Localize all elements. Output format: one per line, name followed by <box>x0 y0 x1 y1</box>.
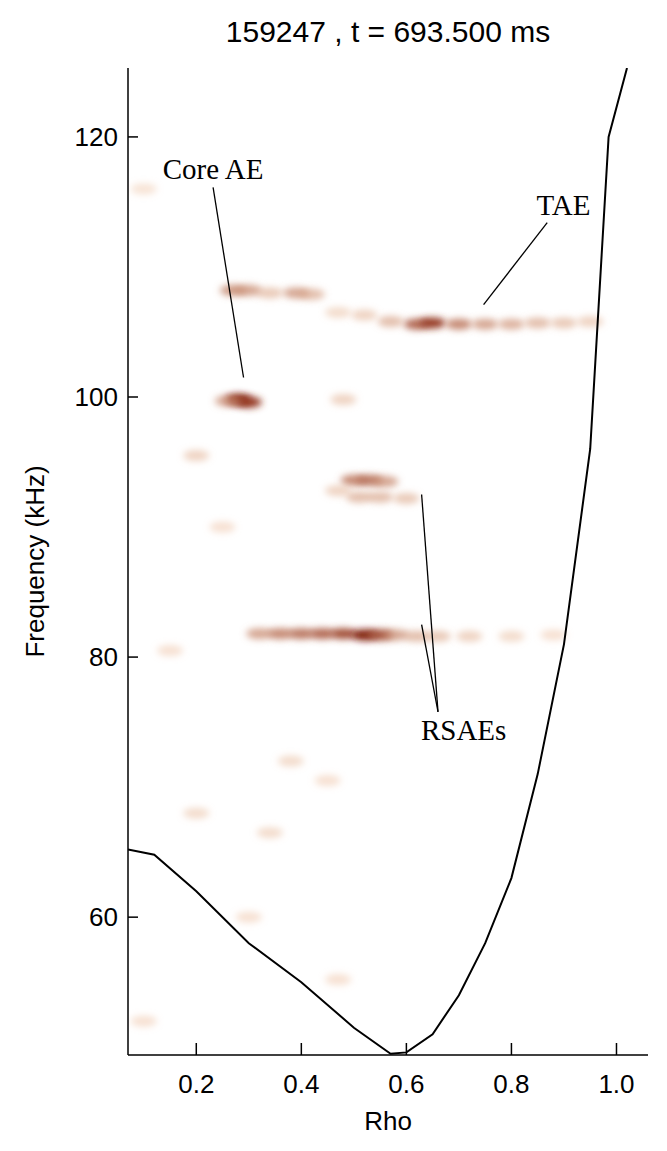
x-tick-label: 0.2 <box>178 1069 214 1099</box>
mode-spot <box>315 775 341 786</box>
x-tick <box>406 1043 408 1055</box>
mode-spot <box>330 394 356 405</box>
mode-spot <box>577 316 603 327</box>
x-tick-label: 1.0 <box>598 1069 634 1099</box>
mode-spot <box>278 756 304 767</box>
mode-spot <box>325 307 351 318</box>
y-tick-label: 60 <box>89 902 118 932</box>
y-tick <box>128 396 138 398</box>
y-tick-label: 120 <box>75 122 118 152</box>
mode-spot <box>325 974 351 985</box>
mode-spot <box>551 317 577 328</box>
x-tick <box>616 1043 618 1055</box>
mode-spot <box>425 631 451 642</box>
mode-spot <box>367 492 393 503</box>
mode-spot <box>236 912 262 923</box>
x-axis-title: Rho <box>364 1106 412 1136</box>
x-axis <box>128 1054 648 1056</box>
annotation-text: RSAEs <box>421 714 506 746</box>
mode-spot <box>498 319 524 330</box>
mode-spot <box>393 493 419 504</box>
mode-spot <box>525 317 551 328</box>
y-tick <box>128 656 138 658</box>
y-tick-label: 100 <box>75 382 118 412</box>
y-tick <box>128 136 138 138</box>
y-axis <box>127 68 129 1055</box>
mode-spot <box>183 808 209 819</box>
annotation-line <box>422 495 438 712</box>
y-tick-label: 80 <box>89 642 118 672</box>
x-tick-label: 0.4 <box>283 1069 319 1099</box>
x-tick <box>511 1043 513 1055</box>
mode-spot <box>420 317 446 328</box>
mode-spot <box>446 319 472 330</box>
mode-spot <box>351 310 377 321</box>
mode-spot <box>378 316 404 327</box>
x-tick <box>196 1043 198 1055</box>
x-tick-label: 0.8 <box>493 1069 529 1099</box>
mode-spot <box>498 631 524 642</box>
x-tick <box>301 1043 303 1055</box>
mode-spot <box>215 395 241 406</box>
annotation-line <box>213 187 243 377</box>
mode-spot <box>183 450 209 461</box>
mode-spot <box>325 485 351 496</box>
continuum-curve <box>128 68 627 1054</box>
mode-spot <box>472 319 498 330</box>
title: 159247 , t = 693.500 ms <box>226 15 550 48</box>
chart: 159247 , t = 693.500 ms 60 80 100 120 0.2 0.4 0… <box>0 0 667 1151</box>
mode-spot <box>210 522 236 533</box>
y-tick <box>128 916 138 918</box>
annotation-line <box>484 223 548 305</box>
plot-area <box>128 68 627 1054</box>
mode-spot <box>540 629 566 640</box>
annotation-line <box>422 625 438 712</box>
mode-spot <box>257 827 283 838</box>
annotation-text: Core AE <box>163 153 264 185</box>
annotation-text: TAE <box>536 189 590 221</box>
mode-spot <box>299 289 325 300</box>
x-tick-label: 0.6 <box>388 1069 424 1099</box>
mode-spot <box>157 645 183 656</box>
mode-spot <box>456 631 482 642</box>
y-axis-title: Frequency (kHz) <box>20 465 50 657</box>
mode-spot <box>372 476 398 487</box>
mode-spot <box>131 1016 157 1027</box>
mode-spot <box>257 287 283 298</box>
mode-spot <box>131 183 157 194</box>
